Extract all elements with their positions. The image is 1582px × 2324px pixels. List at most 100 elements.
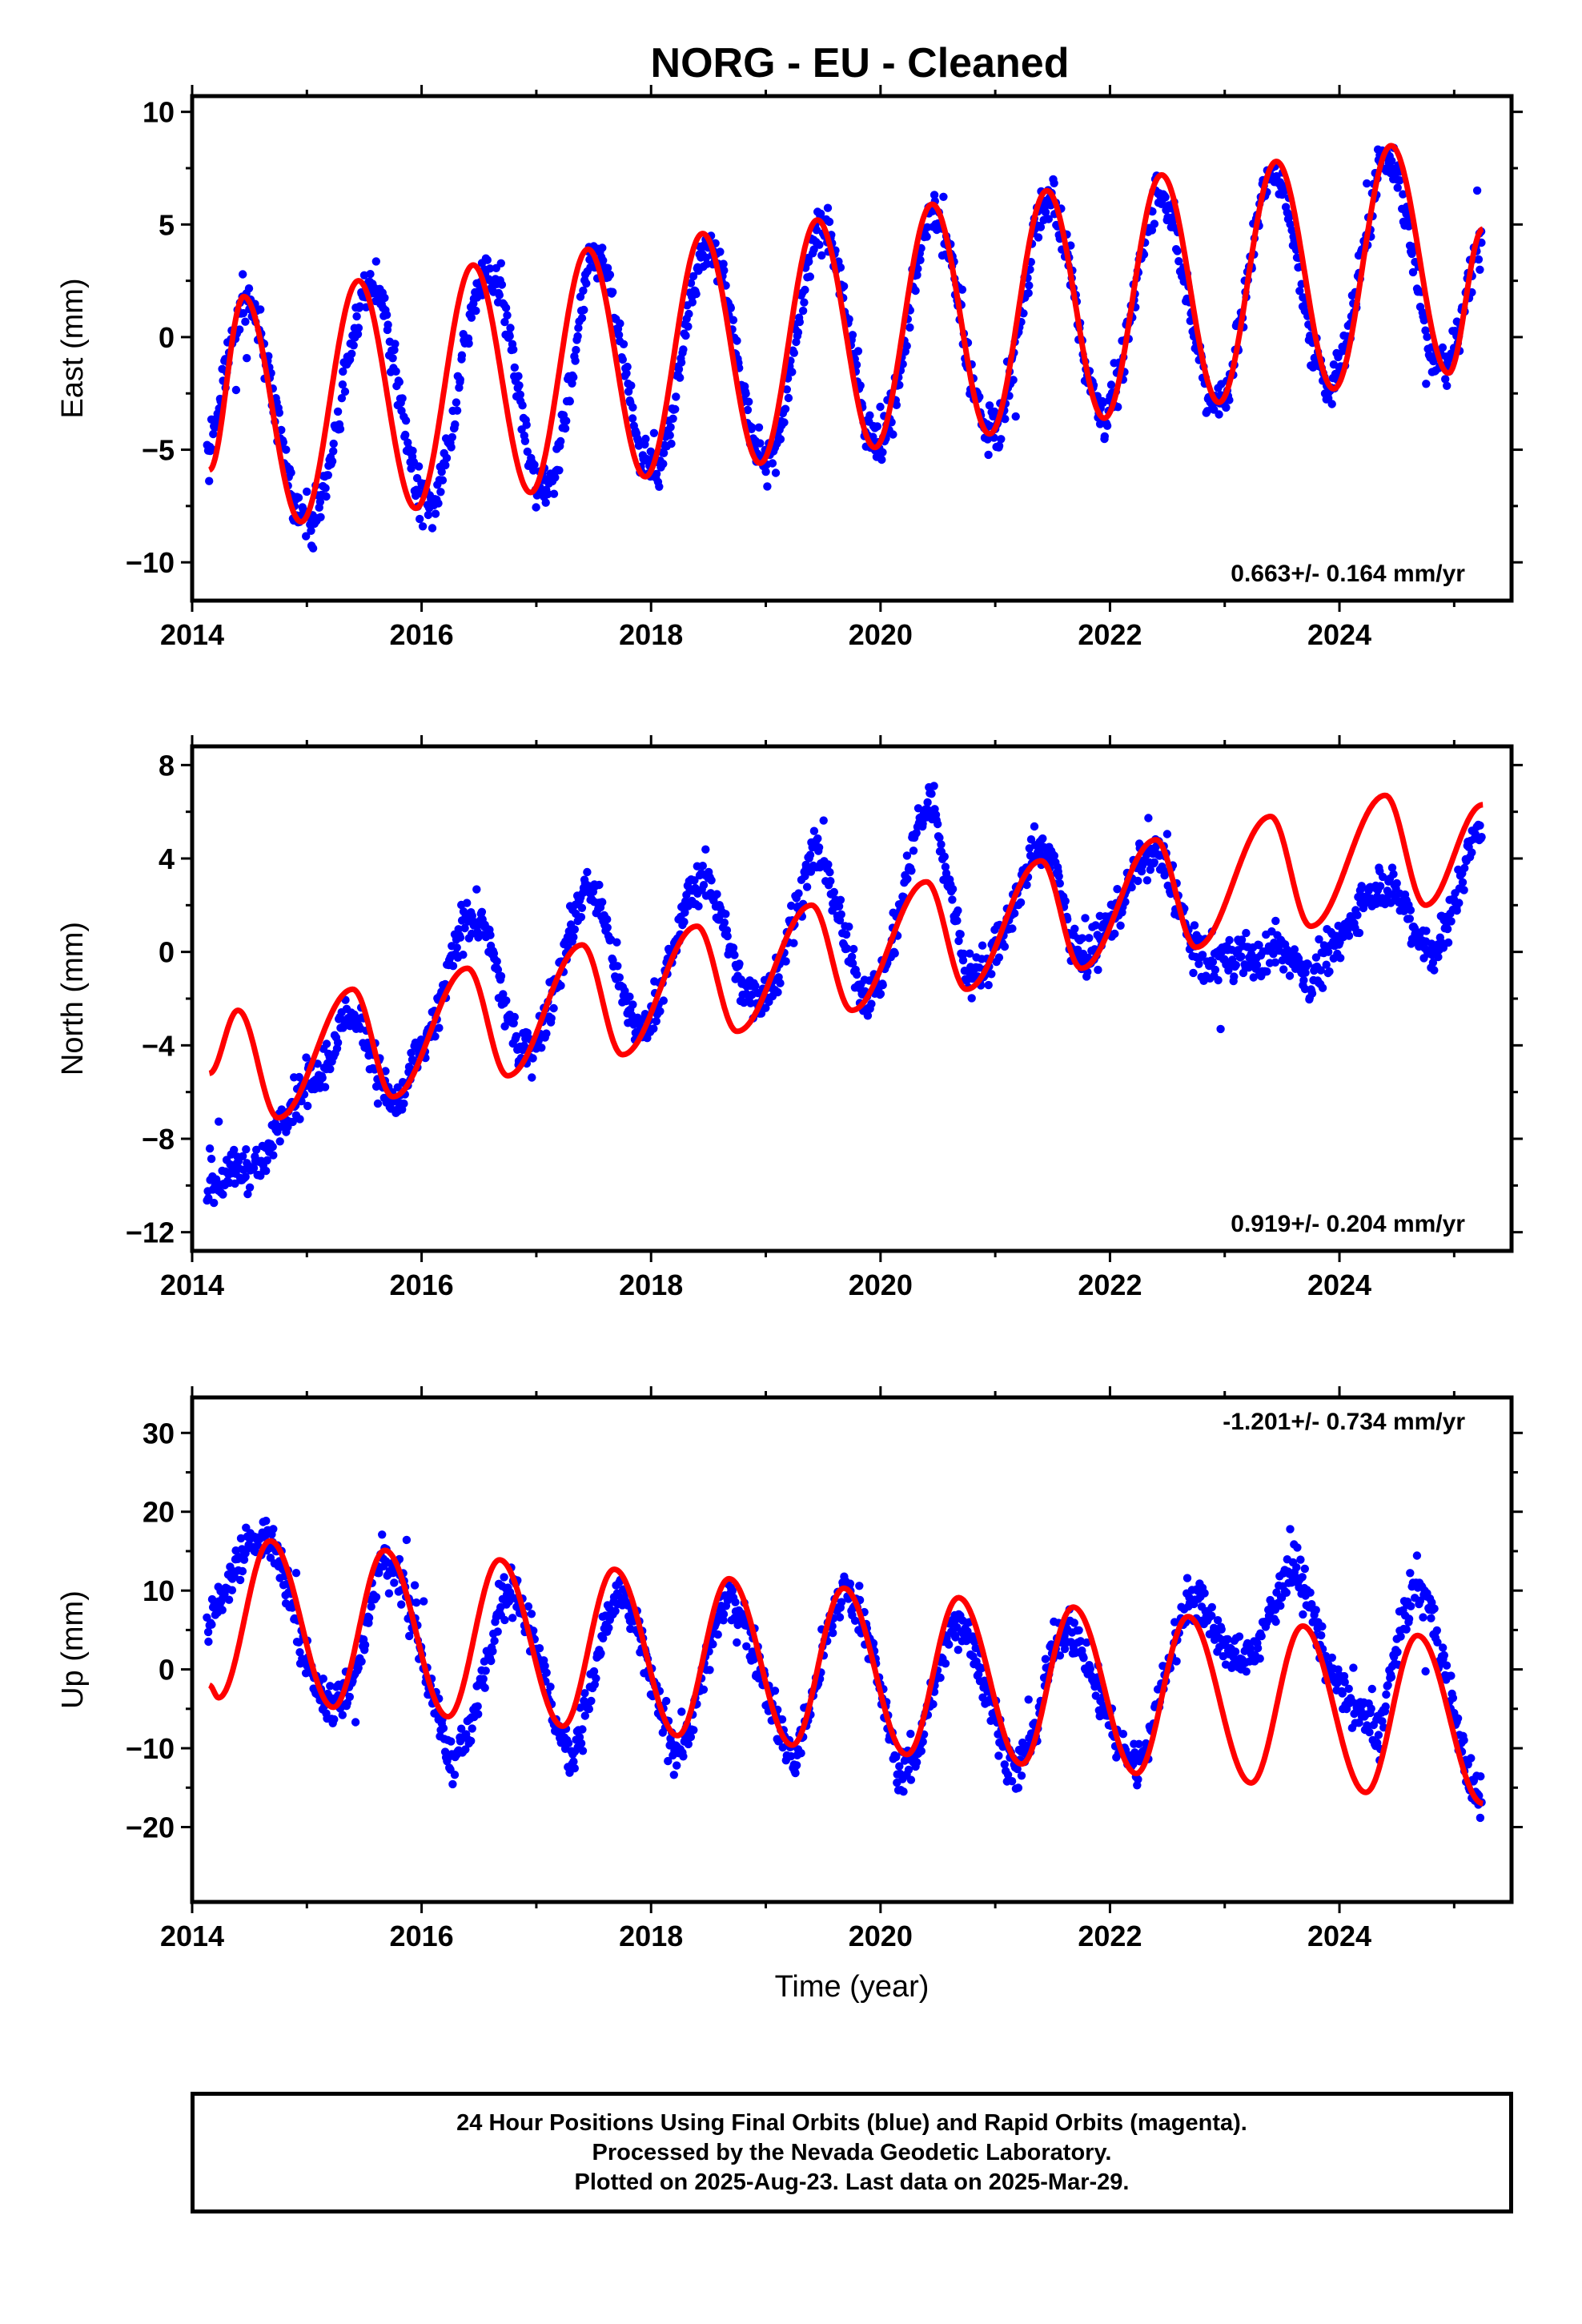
- observation-point: [1024, 1695, 1033, 1704]
- observation-point: [935, 833, 944, 842]
- observation-point: [434, 499, 443, 508]
- observation-point: [302, 1053, 311, 1062]
- observation-point: [518, 401, 527, 410]
- observation-point: [448, 962, 458, 971]
- observation-point: [929, 1699, 938, 1709]
- observation-point: [912, 1758, 921, 1767]
- observation-point: [1003, 1771, 1013, 1779]
- observation-point: [1387, 156, 1396, 165]
- observation-point: [239, 1555, 249, 1564]
- observation-point: [967, 994, 976, 1003]
- observation-point: [994, 953, 1004, 962]
- observation-point: [1060, 1644, 1070, 1654]
- observation-point: [815, 240, 824, 249]
- observation-point: [788, 368, 797, 376]
- observation-point: [1387, 863, 1397, 872]
- observation-point: [583, 867, 592, 877]
- observation-point: [686, 279, 696, 287]
- observation-point: [230, 1572, 239, 1581]
- observation-point: [1001, 415, 1010, 424]
- observation-point: [789, 939, 798, 947]
- observation-point: [1242, 1667, 1251, 1676]
- observation-point: [1070, 1618, 1079, 1627]
- observation-point: [1134, 1739, 1143, 1748]
- observation-point: [835, 1613, 845, 1622]
- observation-point: [447, 443, 456, 452]
- observation-point: [1070, 924, 1079, 934]
- observation-point: [338, 1711, 347, 1719]
- observation-point: [1322, 960, 1331, 969]
- observation-point: [505, 332, 514, 340]
- observation-point: [456, 933, 465, 942]
- observation-point: [776, 435, 785, 444]
- observation-point: [295, 1115, 304, 1124]
- observation-point: [1402, 1625, 1411, 1634]
- observation-point: [1253, 1643, 1263, 1653]
- observation-point: [1011, 412, 1020, 421]
- observation-point: [448, 432, 456, 442]
- observation-point: [1455, 899, 1464, 907]
- observation-point: [355, 302, 364, 311]
- y-tick-label: −10: [126, 546, 175, 579]
- observation-point: [941, 862, 950, 871]
- observation-point: [782, 385, 791, 394]
- observation-point: [398, 394, 407, 403]
- observation-point: [978, 1693, 987, 1702]
- observation-point: [627, 381, 636, 390]
- observation-point: [410, 1581, 420, 1590]
- observation-point: [1036, 850, 1045, 858]
- observation-point: [603, 263, 612, 272]
- observation-point: [452, 406, 462, 415]
- observation-point: [1406, 1569, 1415, 1578]
- x-tick-label: 2018: [619, 618, 683, 651]
- observation-point: [473, 1702, 482, 1711]
- observation-point: [1307, 989, 1317, 998]
- observation-point: [867, 999, 876, 1008]
- observation-point: [889, 430, 897, 439]
- observation-point: [235, 325, 244, 334]
- observation-point: [587, 1696, 596, 1706]
- observation-point: [805, 257, 813, 266]
- observation-point: [958, 956, 968, 965]
- observation-point: [798, 306, 808, 316]
- observation-point: [620, 987, 629, 995]
- x-tick-label: 2018: [619, 1269, 683, 1301]
- observation-point: [461, 1745, 470, 1754]
- observation-point: [1299, 1610, 1307, 1619]
- observation-points: [203, 782, 1486, 1208]
- observation-point: [441, 460, 450, 470]
- observation-point: [768, 459, 777, 468]
- observation-point: [1208, 958, 1218, 967]
- observation-point: [1439, 1643, 1447, 1652]
- observation-point: [1000, 942, 1010, 951]
- observation-point: [400, 1099, 408, 1108]
- observation-point: [595, 880, 604, 890]
- observation-point: [1458, 878, 1468, 887]
- observation-point: [911, 286, 920, 296]
- observation-point: [1010, 909, 1019, 918]
- observation-point: [792, 1761, 801, 1770]
- observation-point: [571, 356, 580, 365]
- observation-point: [1477, 833, 1486, 842]
- observation-point: [1295, 287, 1304, 296]
- observation-point: [437, 468, 446, 476]
- observation-point: [1427, 1614, 1435, 1622]
- observation-point: [1173, 247, 1182, 255]
- observation-point: [789, 348, 798, 357]
- observation-point: [801, 871, 809, 881]
- observation-point: [555, 466, 564, 475]
- observation-point: [1476, 265, 1484, 274]
- observation-point: [380, 293, 389, 303]
- observation-point: [1102, 421, 1112, 430]
- observation-point: [1405, 915, 1415, 923]
- observation-point: [984, 450, 993, 460]
- chart-title: NORG - EU - Cleaned: [651, 40, 1070, 86]
- observation-point: [496, 971, 506, 981]
- observation-point: [1242, 928, 1251, 938]
- observation-point: [241, 317, 250, 326]
- observation-point: [612, 938, 621, 947]
- observation-point: [577, 903, 587, 913]
- observation-point: [303, 1101, 312, 1111]
- observation-point: [302, 532, 311, 541]
